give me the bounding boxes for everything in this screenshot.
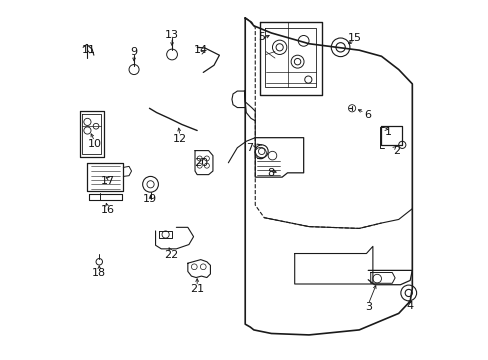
- Text: 7: 7: [246, 143, 253, 153]
- Text: 1: 1: [384, 127, 391, 136]
- Text: 21: 21: [190, 284, 204, 294]
- Text: 13: 13: [165, 30, 179, 40]
- Text: 22: 22: [163, 249, 178, 260]
- Text: 5: 5: [257, 32, 264, 41]
- Text: 20: 20: [194, 158, 208, 168]
- Text: 18: 18: [92, 268, 106, 278]
- Text: 2: 2: [392, 146, 400, 156]
- Text: 19: 19: [142, 194, 156, 204]
- Text: 10: 10: [87, 139, 102, 149]
- Text: 17: 17: [100, 176, 114, 186]
- Text: 15: 15: [347, 33, 361, 43]
- Text: 11: 11: [81, 45, 95, 55]
- Text: 12: 12: [173, 134, 186, 144]
- Text: 14: 14: [193, 45, 207, 55]
- Text: 4: 4: [406, 301, 413, 311]
- Text: 6: 6: [364, 111, 371, 121]
- Text: 3: 3: [364, 302, 371, 312]
- Text: 9: 9: [130, 46, 137, 57]
- Text: 16: 16: [101, 206, 114, 216]
- Text: 8: 8: [266, 168, 273, 178]
